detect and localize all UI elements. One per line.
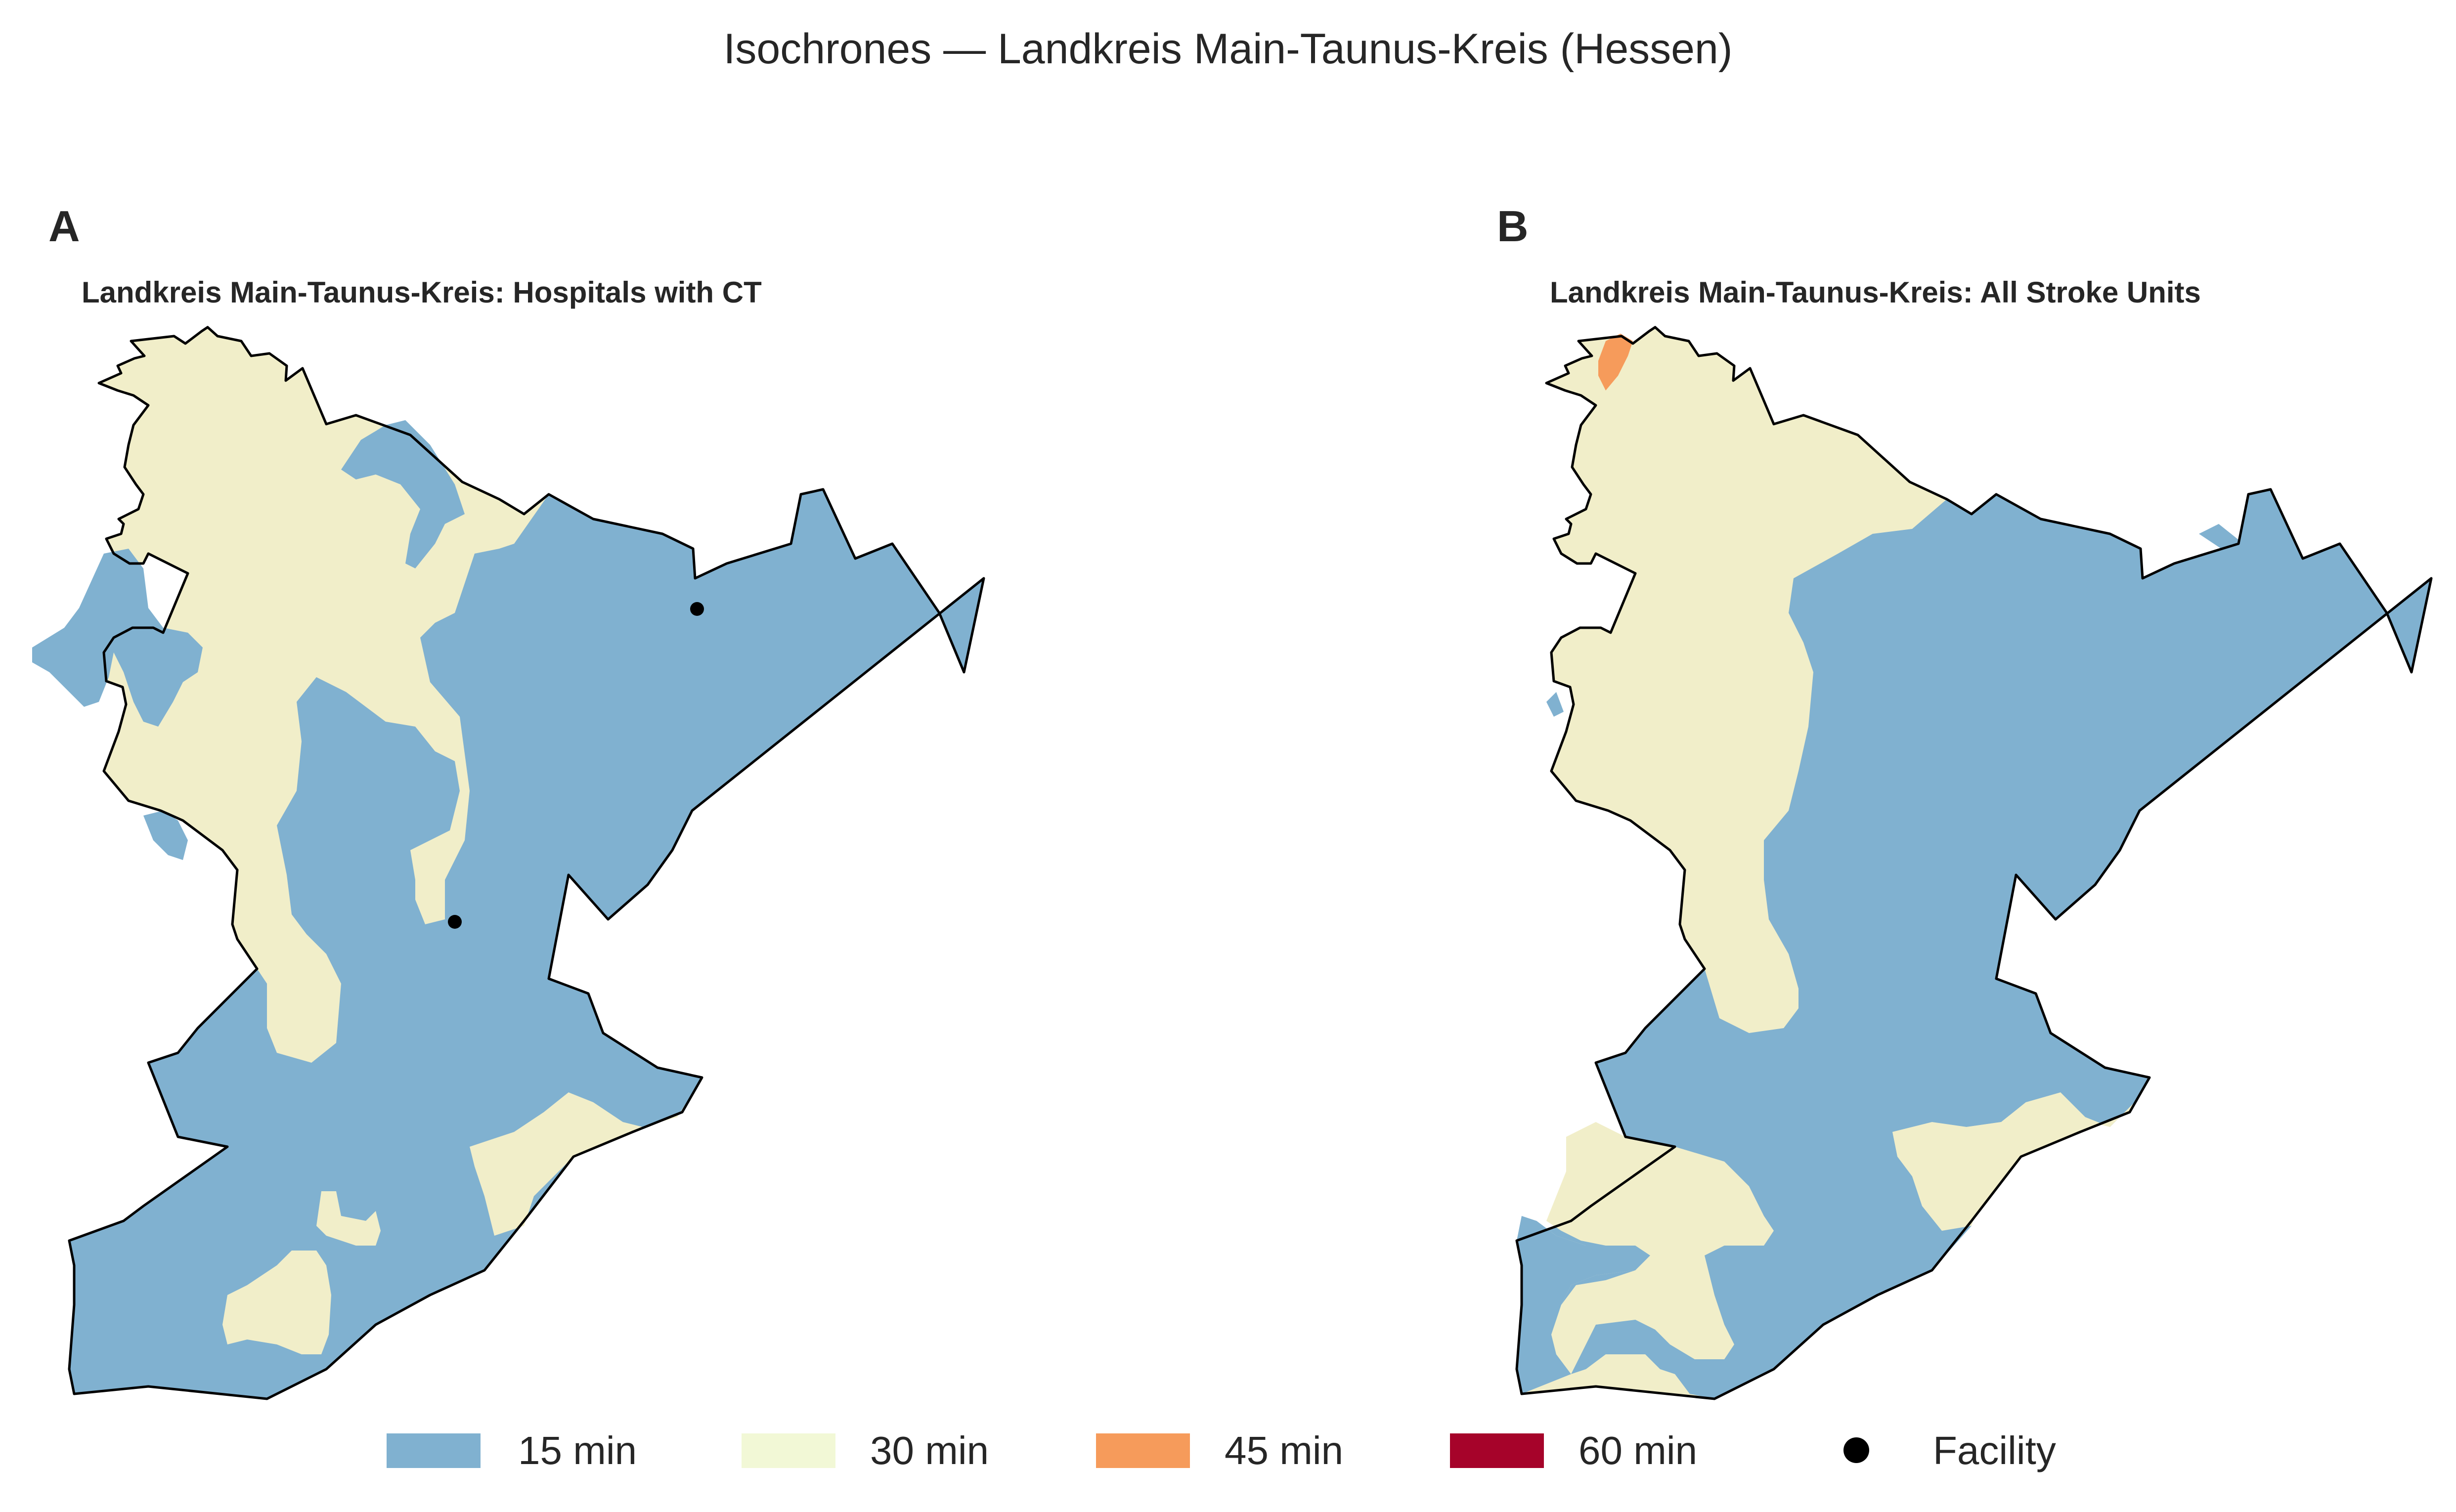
legend-label-15min: 15 min xyxy=(518,1428,637,1472)
panel-a-district-boundary xyxy=(68,326,985,1400)
legend-label-facility: Facility xyxy=(1933,1428,2056,1472)
legend-swatch-60min xyxy=(1450,1433,1544,1468)
panel-b-zone-45min xyxy=(1598,334,1633,390)
panel-a-title: Landkreis Main-Taunus-Kreis: Hospitals w… xyxy=(82,276,762,309)
panel-b-title: Landkreis Main-Taunus-Kreis: All Stroke … xyxy=(1550,276,2201,309)
panel-b-15min-west-small xyxy=(1546,692,1564,717)
panel-b-letter: B xyxy=(1497,202,1529,251)
panel-b-30min-islands xyxy=(1546,1078,2149,1374)
facility-marker xyxy=(448,915,462,929)
panel-b-15min-southwest xyxy=(1517,1221,1650,1394)
panel-b-map xyxy=(1515,326,2433,1400)
panel-b-district-boundary xyxy=(1515,326,2433,1400)
panel-b-zone-15min xyxy=(1517,489,2431,1399)
panel-a-facilities xyxy=(448,602,704,929)
panel-a-15min-small xyxy=(143,811,188,860)
panel-a-15min-west xyxy=(32,549,203,727)
panel-b-15min-bottom xyxy=(1695,1285,1878,1399)
legend-item-60min: 60 min xyxy=(1450,1428,1697,1472)
legend-label-45min: 45 min xyxy=(1225,1428,1343,1472)
legend-item-30min: 30 min xyxy=(742,1428,989,1472)
legend-label-30min: 30 min xyxy=(870,1428,989,1472)
panel-b-15min-main xyxy=(1517,489,2431,1399)
panel-a-30min-islands xyxy=(222,1078,702,1354)
panel-a: A Landkreis Main-Taunus-Kreis: Hospitals… xyxy=(32,202,985,1400)
panel-a-map xyxy=(32,326,985,1400)
legend: 15 min 30 min 45 min 60 min Facility xyxy=(387,1428,2056,1472)
legend-swatch-45min xyxy=(1096,1433,1190,1468)
legend-swatch-30min xyxy=(742,1433,835,1468)
legend-item-15min: 15 min xyxy=(387,1428,637,1472)
panel-a-15min-main xyxy=(69,489,984,1399)
legend-item-facility: Facility xyxy=(1843,1428,2056,1472)
panel-a-letter: A xyxy=(48,202,80,251)
legend-swatch-15min xyxy=(387,1433,481,1468)
legend-label-60min: 60 min xyxy=(1579,1428,1697,1472)
legend-facility-marker xyxy=(1843,1437,1869,1463)
facility-marker xyxy=(690,602,704,616)
panel-b: B Landkreis Main-Taunus-Kreis: All Strok… xyxy=(1497,202,2433,1400)
figure-title: Isochrones — Landkreis Main-Taunus-Kreis… xyxy=(724,25,1733,73)
legend-item-45min: 45 min xyxy=(1096,1428,1343,1472)
